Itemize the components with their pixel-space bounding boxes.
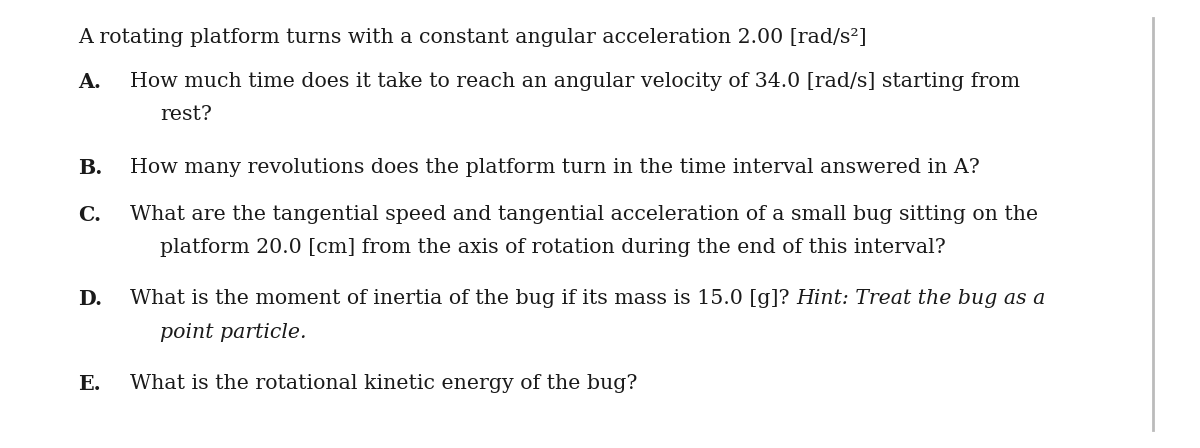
Text: C.: C. [78, 205, 101, 225]
Text: Hint: Treat the bug as a: Hint: Treat the bug as a [796, 289, 1045, 308]
Text: A.: A. [78, 72, 101, 92]
Text: What are the tangential speed and tangential acceleration of a small bug sitting: What are the tangential speed and tangen… [130, 205, 1038, 224]
Text: point particle.: point particle. [160, 323, 306, 342]
Text: rest?: rest? [160, 105, 212, 124]
Text: What is the moment of inertia of the bug if its mass is 15.0 [g]?: What is the moment of inertia of the bug… [130, 289, 796, 308]
Text: platform 20.0 [cm] from the axis of rotation during the end of this interval?: platform 20.0 [cm] from the axis of rota… [160, 238, 946, 257]
Text: B.: B. [78, 158, 102, 178]
Text: E.: E. [78, 374, 101, 394]
Text: How much time does it take to reach an angular velocity of 34.0 [rad/s] starting: How much time does it take to reach an a… [130, 72, 1020, 91]
Text: How many revolutions does the platform turn in the time interval answered in A?: How many revolutions does the platform t… [130, 158, 979, 177]
Text: D.: D. [78, 289, 102, 309]
Text: A rotating platform turns with a constant angular acceleration 2.00 [rad/s²]: A rotating platform turns with a constan… [78, 28, 866, 47]
Text: What is the rotational kinetic energy of the bug?: What is the rotational kinetic energy of… [130, 374, 637, 393]
